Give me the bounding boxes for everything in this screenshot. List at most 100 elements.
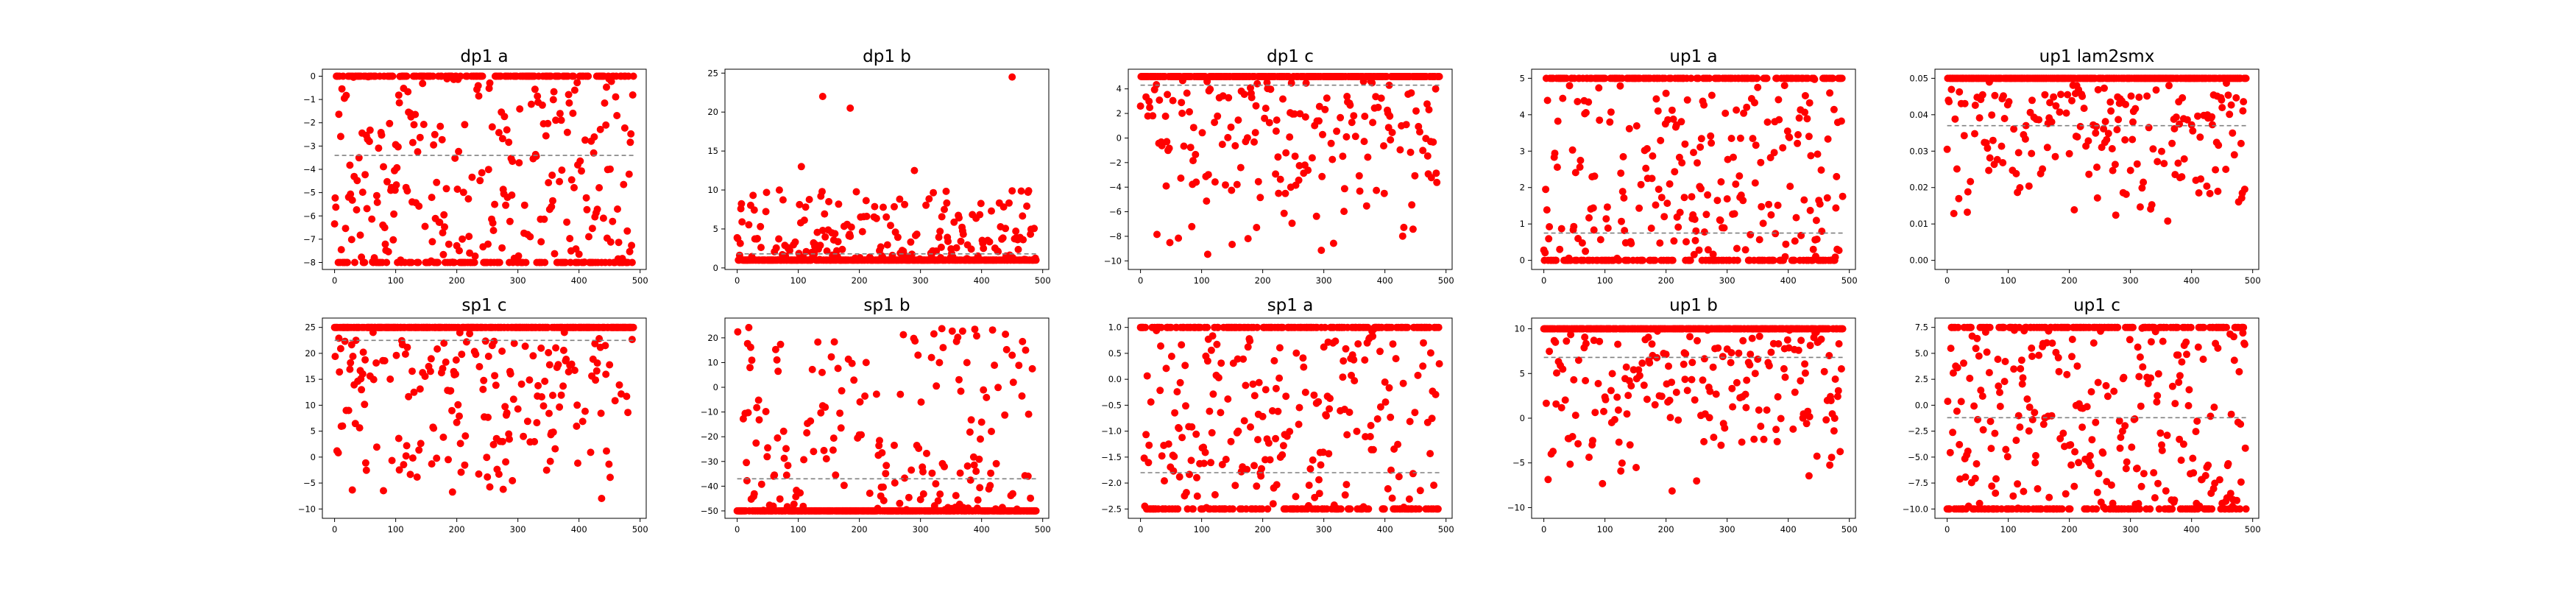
x-tick-label: 0 xyxy=(332,524,337,535)
data-point xyxy=(445,240,453,248)
data-point xyxy=(1649,152,1657,160)
data-point xyxy=(1705,74,1713,82)
scatter-points xyxy=(330,323,637,502)
data-point xyxy=(1803,115,1811,123)
data-point xyxy=(2005,98,2013,106)
data-point xyxy=(597,409,605,417)
data-point xyxy=(368,215,376,223)
data-point xyxy=(419,80,427,88)
data-point xyxy=(1188,222,1196,230)
data-point xyxy=(1249,380,1257,388)
data-point xyxy=(545,349,553,356)
data-point xyxy=(1955,194,1963,202)
data-point xyxy=(2115,116,2123,124)
data-point xyxy=(1306,465,1314,473)
data-point xyxy=(744,409,752,417)
data-point xyxy=(938,213,946,221)
y-tick-label: −2.0 xyxy=(1101,478,1122,488)
data-point xyxy=(1343,431,1351,439)
data-point xyxy=(999,234,1007,242)
data-point xyxy=(1169,96,1177,105)
data-point xyxy=(1392,355,1400,363)
data-point xyxy=(1367,422,1375,429)
data-point xyxy=(1207,346,1215,354)
data-point xyxy=(836,409,844,417)
axes-frame xyxy=(1531,68,1856,270)
data-point xyxy=(461,121,469,129)
data-point xyxy=(545,361,553,369)
data-point xyxy=(1380,189,1388,197)
data-point xyxy=(1571,169,1579,177)
data-point xyxy=(2023,395,2031,403)
data-point xyxy=(1800,196,1808,204)
data-point xyxy=(559,382,567,390)
data-point xyxy=(1434,323,1443,331)
data-point xyxy=(754,396,762,404)
axes-frame xyxy=(724,317,1050,519)
data-point xyxy=(2120,373,2128,381)
data-point xyxy=(2154,158,2162,166)
data-point xyxy=(1559,94,1567,102)
data-point xyxy=(558,166,566,174)
data-point xyxy=(1979,426,1987,434)
data-point xyxy=(1811,75,1819,83)
data-point xyxy=(973,332,980,340)
data-point xyxy=(1995,382,2003,390)
y-tick-label: −2.5 xyxy=(1101,504,1122,514)
data-point xyxy=(475,92,483,100)
data-point xyxy=(938,325,946,333)
data-point xyxy=(436,219,444,226)
data-point xyxy=(1625,124,1633,133)
data-point xyxy=(1272,384,1280,392)
data-point xyxy=(495,258,503,267)
data-point xyxy=(1724,155,1732,163)
data-point xyxy=(1977,387,1985,395)
data-point xyxy=(502,458,510,466)
data-point xyxy=(556,177,564,186)
data-point xyxy=(894,233,902,241)
data-point xyxy=(1742,403,1750,412)
data-point xyxy=(1774,96,1783,104)
data-point xyxy=(1722,109,1730,117)
data-point xyxy=(1709,250,1717,258)
data-point xyxy=(930,188,938,197)
data-point xyxy=(533,419,541,427)
data-point xyxy=(1986,323,1994,331)
data-point xyxy=(1385,81,1393,89)
data-point xyxy=(1622,363,1630,371)
data-point xyxy=(1774,340,1783,348)
data-point xyxy=(1019,337,1027,345)
data-point xyxy=(628,241,636,250)
data-point xyxy=(1389,340,1397,348)
x-tick-label: 100 xyxy=(790,524,807,535)
data-point xyxy=(2042,339,2050,347)
data-point xyxy=(1545,235,1553,243)
data-point xyxy=(1381,378,1389,386)
data-point xyxy=(1730,153,1737,161)
data-point xyxy=(2242,74,2250,82)
data-point xyxy=(752,439,760,447)
data-point xyxy=(1957,398,1965,406)
data-point xyxy=(1261,114,1269,122)
data-point xyxy=(1624,392,1632,400)
data-point xyxy=(1409,225,1417,233)
data-point xyxy=(421,222,429,230)
data-point xyxy=(2035,116,2043,124)
data-point xyxy=(773,356,781,364)
data-point xyxy=(1183,89,1191,97)
data-point xyxy=(1717,441,1725,449)
data-point xyxy=(552,344,560,352)
data-point xyxy=(966,476,974,484)
data-point xyxy=(453,186,461,193)
data-point xyxy=(1319,130,1326,138)
data-point xyxy=(1826,461,1834,469)
y-tick-label: 10 xyxy=(1514,324,1525,334)
data-point xyxy=(2222,166,2230,173)
data-point xyxy=(2014,412,2023,420)
data-point xyxy=(2232,94,2240,102)
data-point xyxy=(1651,256,1659,264)
data-point xyxy=(738,218,746,226)
data-point xyxy=(415,202,423,210)
